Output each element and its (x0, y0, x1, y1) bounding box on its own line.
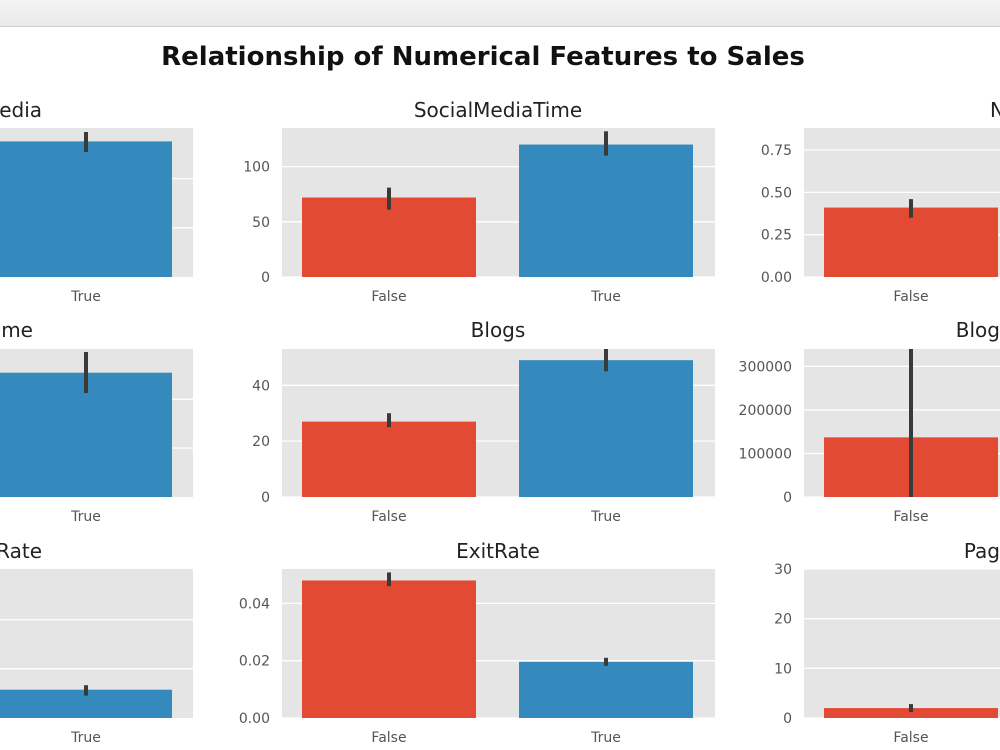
y-tick-label: 30 (774, 562, 792, 578)
y-tick-label: 0.00 (761, 270, 792, 286)
bar-false (824, 708, 998, 718)
subplot-title: SocialMediaTime (414, 98, 582, 122)
subplot-title: ExitRate (456, 539, 540, 563)
x-tick-label: False (371, 509, 406, 525)
bar-true (519, 661, 693, 718)
y-tick-label: 0.02 (239, 654, 270, 670)
subplot-title: N (990, 98, 1000, 122)
bar-false (824, 207, 998, 277)
x-tick-label: False (371, 730, 406, 746)
x-tick-label: False (893, 509, 928, 525)
bar-true (0, 141, 172, 277)
page-title: Relationship of Numerical Features to Sa… (161, 42, 805, 72)
x-tick-label: True (70, 730, 101, 746)
y-tick-label: 300000 (739, 359, 792, 375)
bar-true (519, 144, 693, 277)
y-tick-label: 0 (783, 711, 792, 727)
y-tick-label: 0.25 (761, 228, 792, 244)
x-tick-label: False (893, 730, 928, 746)
panel-background (804, 569, 1000, 718)
x-tick-label: True (590, 289, 621, 305)
subplot-title: Pag (964, 539, 1000, 563)
subplot-title: edia (0, 98, 42, 122)
y-tick-label: 0.50 (761, 185, 792, 201)
subplot-title: Blogs (471, 318, 526, 342)
y-tick-label: 10 (774, 661, 792, 677)
y-tick-label: 0 (261, 270, 270, 286)
bar-false (302, 421, 476, 497)
bar-false (302, 197, 476, 277)
y-tick-label: 100 (243, 160, 270, 176)
x-tick-label: True (70, 509, 101, 525)
x-tick-label: True (70, 289, 101, 305)
bar-false (302, 580, 476, 718)
x-tick-label: True (590, 509, 621, 525)
y-tick-label: 0.75 (761, 143, 792, 159)
window-top-bar (0, 0, 1000, 27)
y-tick-label: 100000 (739, 446, 792, 462)
y-tick-label: 20 (774, 612, 792, 628)
x-tick-label: True (590, 730, 621, 746)
y-tick-label: 0 (783, 490, 792, 506)
y-tick-label: 0.00 (239, 711, 270, 727)
bar-true (519, 360, 693, 497)
y-tick-label: 200000 (739, 403, 792, 419)
x-tick-label: False (893, 289, 928, 305)
y-tick-label: 0 (261, 490, 270, 506)
subplot-title: Blog (956, 318, 1000, 342)
subplot-title: me (1, 318, 33, 342)
y-tick-label: 0.04 (239, 596, 270, 612)
y-tick-label: 50 (252, 215, 270, 231)
y-tick-label: 20 (252, 434, 270, 450)
bar-true (0, 372, 172, 497)
x-tick-label: False (371, 289, 406, 305)
subplot-title: Rate (0, 539, 42, 563)
y-tick-label: 40 (252, 378, 270, 394)
